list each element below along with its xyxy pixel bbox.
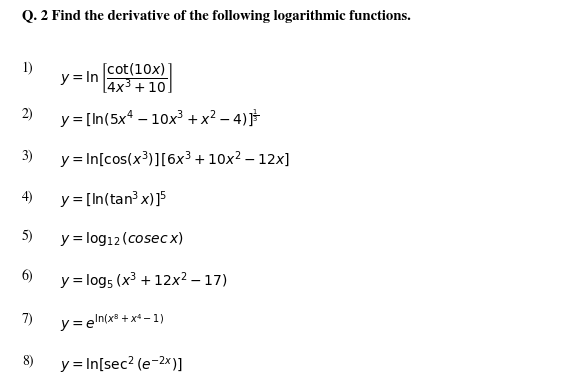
Text: 1): 1) bbox=[22, 61, 33, 75]
Text: $y = \left[\ln(5x^4 - 10x^3 + x^2 - 4)\right]^{\frac{1}{3}}$: $y = \left[\ln(5x^4 - 10x^3 + x^2 - 4)\r… bbox=[60, 107, 259, 129]
Text: $y = \left[\ln(\tan^3 x)\right]^5$: $y = \left[\ln(\tan^3 x)\right]^5$ bbox=[60, 190, 168, 211]
Text: 2): 2) bbox=[22, 107, 33, 121]
Text: 7): 7) bbox=[22, 312, 33, 326]
Text: Q. 2 Find the derivative of the following logarithmic functions.: Q. 2 Find the derivative of the followin… bbox=[22, 10, 411, 23]
Text: $y = \log_5(x^3 + 12x^2 - 17)$: $y = \log_5(x^3 + 12x^2 - 17)$ bbox=[60, 270, 228, 291]
Text: $y = \ln[\cos(x^3)]\,[6x^3 + 10x^2 - 12x]$: $y = \ln[\cos(x^3)]\,[6x^3 + 10x^2 - 12x… bbox=[60, 149, 290, 171]
Text: $y = e^{\ln(x^8+x^4-1)}$: $y = e^{\ln(x^8+x^4-1)}$ bbox=[60, 312, 164, 334]
Text: 4): 4) bbox=[22, 190, 33, 203]
Text: 3): 3) bbox=[22, 149, 33, 163]
Text: $y = \ln[\sec^2(e^{-2x})]$: $y = \ln[\sec^2(e^{-2x})]$ bbox=[60, 354, 183, 376]
Text: $y = \log_{12}(\mathit{cosec}\,x)$: $y = \log_{12}(\mathit{cosec}\,x)$ bbox=[60, 230, 184, 248]
Text: 5): 5) bbox=[22, 230, 33, 243]
Text: 8): 8) bbox=[22, 354, 33, 368]
Text: $y = \ln\left[\dfrac{\cot(10x)}{4x^3+10}\right]$: $y = \ln\left[\dfrac{\cot(10x)}{4x^3+10}… bbox=[60, 61, 173, 95]
Text: 6): 6) bbox=[22, 270, 33, 283]
